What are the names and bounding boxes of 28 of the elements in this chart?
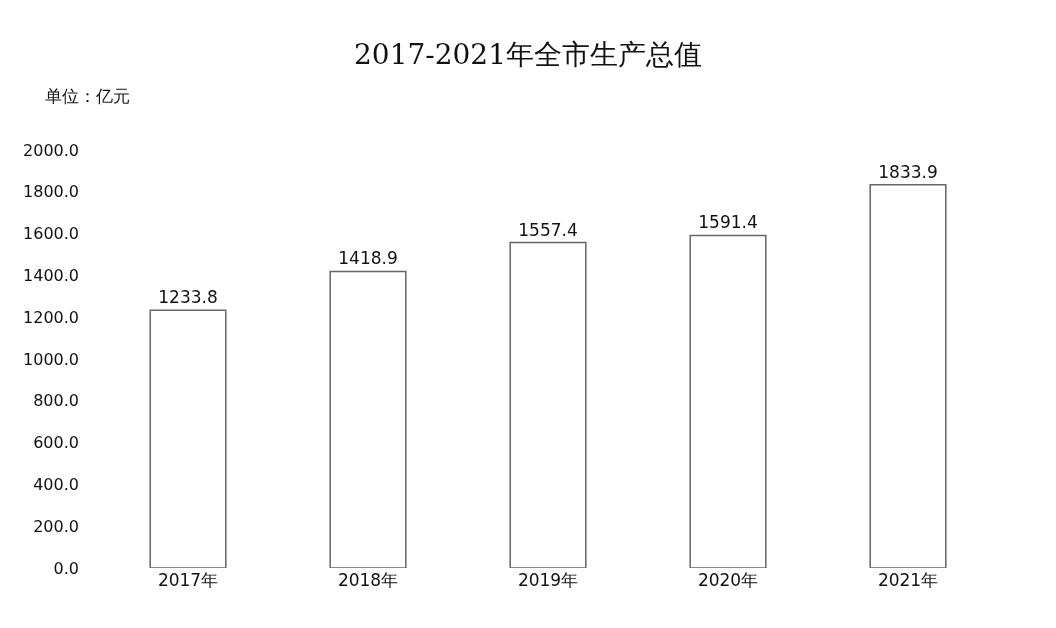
y-tick-label: 1800.0: [23, 182, 79, 202]
x-tick-label: 2017年: [157, 570, 219, 590]
text: 单位：亿元: [45, 86, 130, 106]
y-tick-label: 600.0: [33, 433, 79, 453]
y-tick-label: 1000.0: [23, 349, 79, 369]
bar: [509, 241, 587, 568]
x-tick-label: 2021年: [877, 570, 939, 590]
bar: [689, 234, 767, 568]
y-tick-label: 2000.0: [23, 140, 79, 160]
y-tick-label: 1600.0: [23, 224, 79, 244]
y-tick-label: 800.0: [33, 391, 79, 411]
y-tick-label: 400.0: [33, 475, 79, 494]
bar: [149, 309, 227, 568]
chart-title: 2017-2021年全市生产总值: [354, 37, 702, 71]
y-tick-label: 200.0: [33, 516, 79, 536]
y-tick-label: 0.0: [53, 558, 79, 578]
y-tick-label: 1400.0: [23, 266, 79, 285]
y-tick-label: 1200.0: [23, 307, 79, 327]
data-label: 1591.4: [698, 212, 758, 233]
data-label: 1233.8: [158, 287, 218, 308]
data-label: 1418.9: [338, 248, 398, 269]
bar: [869, 183, 947, 568]
x-tick-label: 2020年: [697, 570, 759, 590]
data-label: 1833.9: [878, 161, 938, 182]
bar: [329, 270, 407, 568]
x-tick-label: 2018年: [337, 570, 399, 590]
x-tick-label: 2019年: [517, 570, 579, 590]
data-label: 1557.4: [518, 219, 578, 240]
